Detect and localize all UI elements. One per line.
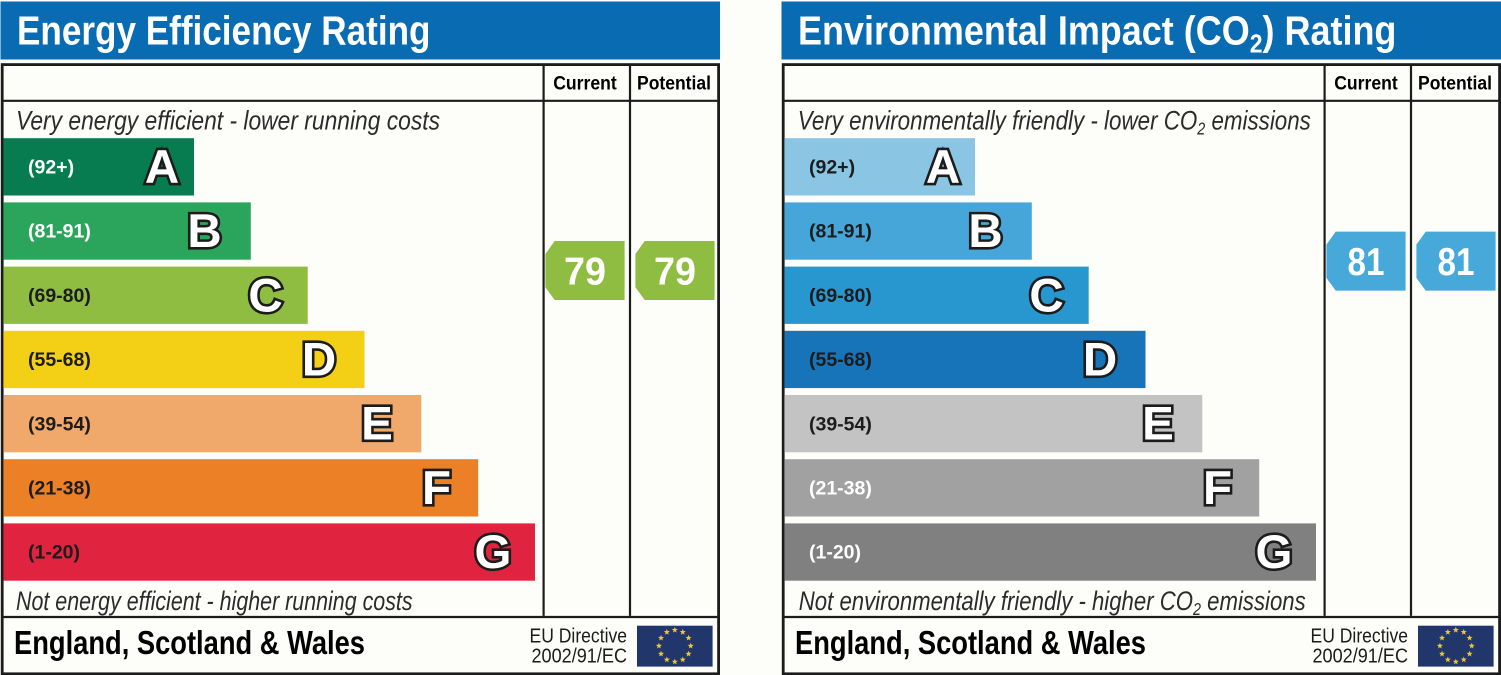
svg-text:C: C [248,269,282,322]
svg-text:EU Directive: EU Directive [530,626,628,648]
svg-text:(81-91): (81-91) [28,221,91,243]
svg-text:(39-54): (39-54) [28,413,91,435]
svg-text:emissions: emissions [1205,106,1311,136]
svg-text:EU Directive: EU Directive [1311,626,1409,648]
svg-text:2: 2 [1196,119,1205,139]
svg-text:2002/91/EC: 2002/91/EC [532,646,628,668]
svg-text:Not energy efficient - higher: Not energy efficient - higher running co… [16,586,413,616]
svg-text:Potential: Potential [637,74,711,95]
svg-text:Environmental Impact (CO: Environmental Impact (CO [798,8,1250,54]
svg-text:(1-20): (1-20) [28,542,80,564]
svg-text:(81-91): (81-91) [809,221,872,243]
svg-text:(69-80): (69-80) [809,285,872,307]
svg-text:2: 2 [1192,599,1201,619]
svg-text:2002/91/EC: 2002/91/EC [1313,646,1409,668]
svg-text:Current: Current [553,74,617,95]
svg-text:D: D [1083,334,1117,387]
svg-text:B: B [187,205,221,258]
svg-text:81: 81 [1348,241,1385,284]
svg-text:(21-38): (21-38) [28,478,91,500]
svg-text:79: 79 [654,251,696,294]
svg-text:Very environmentally friendly: Very environmentally friendly - lower CO [798,106,1198,136]
svg-text:(92+): (92+) [809,157,855,179]
svg-text:2: 2 [1250,29,1263,59]
svg-text:(55-68): (55-68) [28,349,91,371]
svg-text:G: G [1256,526,1293,579]
svg-text:(92+): (92+) [28,157,74,179]
svg-text:79: 79 [564,251,606,294]
svg-text:E: E [361,398,393,451]
svg-text:81: 81 [1438,241,1475,284]
svg-text:C: C [1029,269,1063,322]
svg-text:E: E [1142,398,1174,451]
svg-text:(1-20): (1-20) [809,542,861,564]
svg-text:A: A [145,141,179,194]
svg-text:Energy Efficiency Rating: Energy Efficiency Rating [17,8,431,54]
svg-text:F: F [422,462,451,515]
svg-text:England, Scotland & Wales: England, Scotland & Wales [14,624,365,661]
svg-text:) Rating: ) Rating [1263,8,1397,54]
svg-text:G: G [475,526,512,579]
svg-text:(69-80): (69-80) [28,285,91,307]
svg-text:Potential: Potential [1418,74,1492,95]
svg-text:emissions: emissions [1201,586,1306,616]
svg-text:F: F [1203,462,1232,515]
svg-text:(39-54): (39-54) [809,413,872,435]
svg-text:D: D [302,334,336,387]
svg-text:A: A [926,141,960,194]
svg-text:Very energy efficient - lower: Very energy efficient - lower running co… [16,105,440,135]
svg-text:B: B [968,205,1002,258]
svg-text:Not environmentally friendly -: Not environmentally friendly - higher CO [799,586,1193,616]
svg-text:(21-38): (21-38) [809,478,872,500]
svg-text:England, Scotland & Wales: England, Scotland & Wales [795,624,1146,661]
svg-text:(55-68): (55-68) [809,349,872,371]
svg-text:Current: Current [1334,74,1398,95]
